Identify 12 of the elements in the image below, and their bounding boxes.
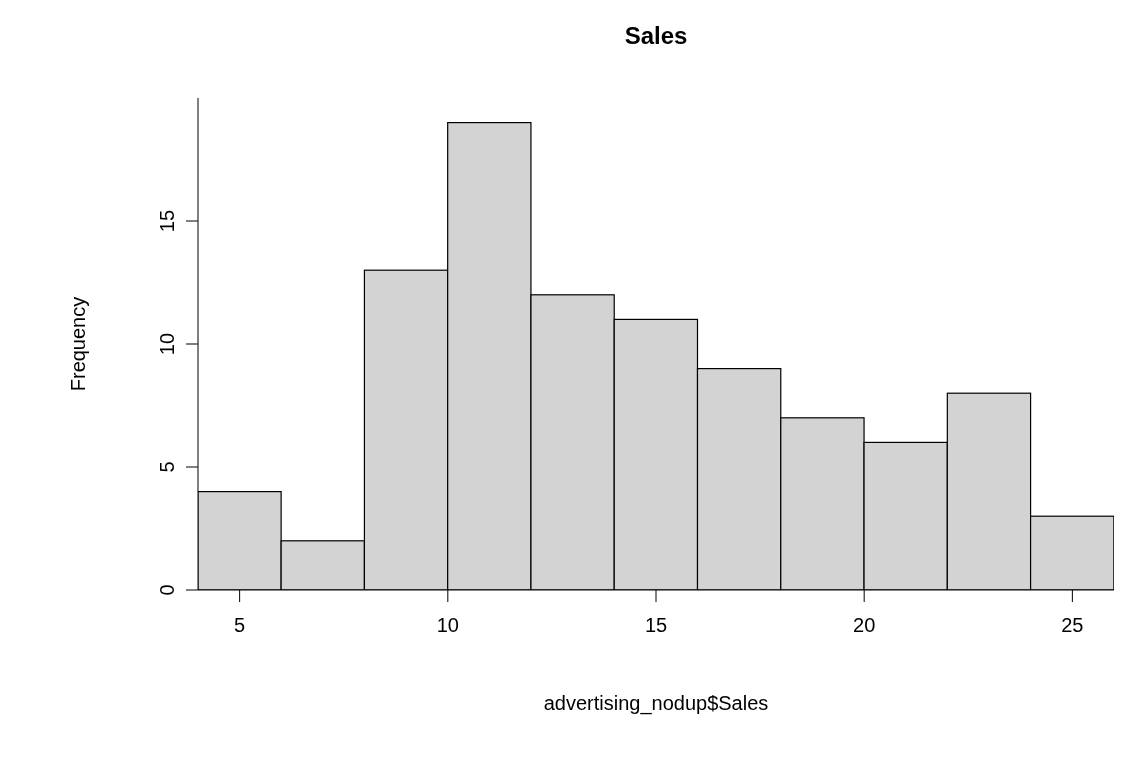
y-tick-label: 10	[156, 332, 178, 356]
x-tick-label: 25	[1061, 614, 1084, 637]
y-axis-title: Frequency	[67, 296, 90, 392]
x-tick-label: 20	[853, 614, 876, 637]
chart-title: Sales	[623, 22, 689, 50]
x-axis-title: advertising_nodup$Sales	[543, 692, 769, 715]
x-tick-label: 10	[436, 614, 459, 637]
y-tick-label: 0	[156, 584, 178, 596]
x-tick-label: 5	[234, 614, 246, 637]
y-tick-label: 5	[156, 461, 178, 473]
y-tick-label: 15	[156, 209, 178, 233]
x-tick-label: 15	[644, 614, 668, 637]
